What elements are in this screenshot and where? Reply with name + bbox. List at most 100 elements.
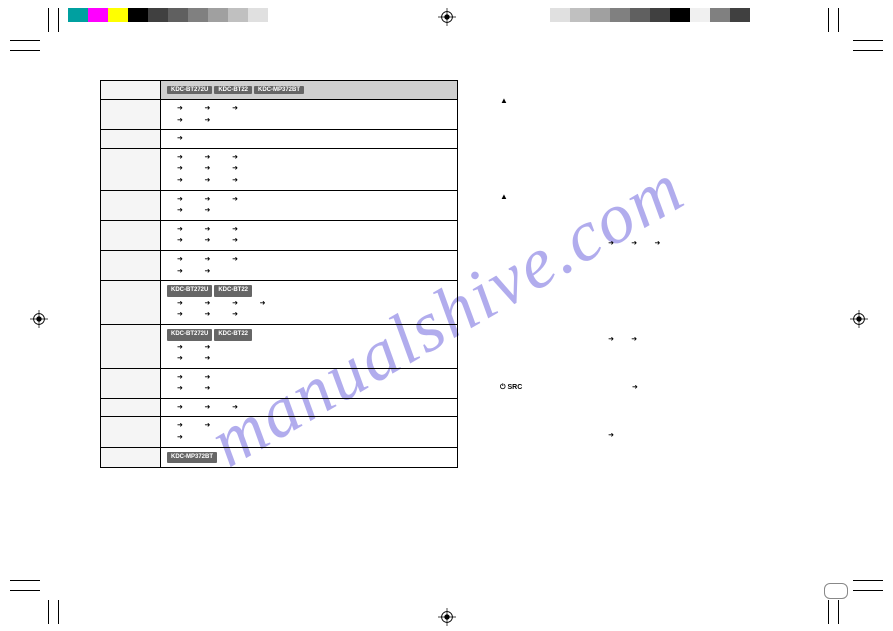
crop-mark bbox=[828, 600, 829, 624]
crop-mark bbox=[10, 40, 40, 41]
row-steps: xx➜xx xx➜xx xx➜xx xx➜xx xx➜xx bbox=[161, 100, 458, 130]
table-row: xx➜xx xx➜xx xx➜xx xx➜xx bbox=[101, 368, 458, 398]
row-label bbox=[101, 100, 161, 130]
arrow-icon: ➜ bbox=[608, 238, 614, 251]
color-swatch bbox=[128, 8, 148, 22]
arrow-icon: ➜ bbox=[232, 298, 238, 309]
note-paragraph: text block content goes here over lines bbox=[500, 142, 790, 178]
row-label bbox=[101, 368, 161, 398]
color-bar-right bbox=[530, 8, 750, 22]
color-swatch bbox=[148, 8, 168, 22]
model-badge: KDC-MP372BT bbox=[254, 86, 304, 94]
warning-icon: ▲ bbox=[500, 190, 508, 204]
color-swatch bbox=[108, 8, 128, 22]
row-label bbox=[101, 281, 161, 325]
warning-icon: ▲ bbox=[500, 94, 508, 108]
arrow-icon: ➜ bbox=[205, 353, 211, 364]
arrow-icon: ➜ bbox=[177, 163, 183, 174]
crop-mark bbox=[58, 8, 59, 32]
arrow-icon: ➜ bbox=[205, 266, 211, 277]
crop-mark bbox=[853, 50, 883, 51]
arrow-icon: ➜ bbox=[232, 309, 238, 320]
color-swatch bbox=[610, 8, 630, 22]
notes-column: ▲text block content goes here over lines… bbox=[490, 90, 790, 478]
settings-table: KDC-BT272UKDC-BT22KDC-MP372BT xx➜xx xx➜x… bbox=[100, 80, 458, 468]
crop-mark bbox=[48, 600, 49, 624]
arrow-icon: ➜ bbox=[232, 103, 238, 114]
row-label bbox=[101, 130, 161, 149]
note-paragraph: text block content goes here over lines … bbox=[500, 430, 790, 466]
arrow-icon: ➜ bbox=[177, 224, 183, 235]
arrow-icon: ➜ bbox=[205, 115, 211, 126]
model-badge: KDC-BT272U bbox=[167, 285, 212, 297]
arrow-icon: ➜ bbox=[205, 103, 211, 114]
arrow-icon: ➜ bbox=[260, 298, 266, 309]
row-steps: KDC-MP372BT bbox=[161, 447, 458, 468]
note-paragraph: text block content goes here over lines bbox=[500, 286, 790, 322]
color-swatch bbox=[168, 8, 188, 22]
crop-mark bbox=[838, 8, 839, 32]
row-steps: xx➜xx xx➜xx xx➜xx bbox=[161, 398, 458, 417]
src-button-label: SRC bbox=[500, 382, 522, 395]
color-swatch bbox=[710, 8, 730, 22]
arrow-icon: ➜ bbox=[177, 342, 183, 353]
arrow-icon: ➜ bbox=[205, 372, 211, 383]
arrow-icon: ➜ bbox=[232, 163, 238, 174]
note-paragraph: text block content goes here over lines … bbox=[500, 334, 790, 370]
arrow-icon: ➜ bbox=[177, 298, 183, 309]
model-badge: KDC-BT22 bbox=[214, 86, 252, 94]
color-swatch bbox=[650, 8, 670, 22]
color-swatch bbox=[68, 8, 88, 22]
arrow-icon: ➜ bbox=[205, 235, 211, 246]
arrow-icon: ➜ bbox=[205, 152, 211, 163]
color-swatch bbox=[88, 8, 108, 22]
table-row: xx➜xx xx➜xx xx➜xx bbox=[101, 417, 458, 447]
arrow-icon: ➜ bbox=[232, 235, 238, 246]
table-row: xx➜xx bbox=[101, 130, 458, 149]
row-label bbox=[101, 398, 161, 417]
crop-mark bbox=[853, 580, 883, 581]
color-bar-left bbox=[68, 8, 288, 22]
row-steps: xx➜xx bbox=[161, 130, 458, 149]
note-paragraph: text block content goes here over lines … bbox=[500, 238, 790, 274]
table-row: KDC-MP372BT bbox=[101, 447, 458, 468]
crop-mark bbox=[828, 8, 829, 32]
model-badge: KDC-BT22 bbox=[214, 285, 252, 297]
crop-mark bbox=[853, 590, 883, 591]
table-header-models: KDC-BT272UKDC-BT22KDC-MP372BT bbox=[161, 81, 458, 100]
arrow-icon: ➜ bbox=[205, 309, 211, 320]
arrow-icon: ➜ bbox=[177, 383, 183, 394]
arrow-icon: ➜ bbox=[205, 420, 211, 431]
arrow-icon: ➜ bbox=[655, 238, 661, 251]
table-row: KDC-BT272UKDC-BT22xx➜xx xx➜xx xx➜xx xx➜x… bbox=[101, 281, 458, 325]
table-row: xx➜xx xx➜xx xx➜xx xx➜xx xx➜xx xx➜xx bbox=[101, 220, 458, 250]
table-row: xx➜xx xx➜xx xx➜xx xx➜xx xx➜xx bbox=[101, 250, 458, 280]
registration-mark bbox=[30, 310, 48, 328]
registration-mark bbox=[438, 608, 456, 626]
table-row: xx➜xx xx➜xx xx➜xx xx➜xx xx➜xx xx➜xx xx➜x… bbox=[101, 148, 458, 190]
arrow-icon: ➜ bbox=[232, 194, 238, 205]
arrow-icon: ➜ bbox=[177, 266, 183, 277]
row-steps: xx➜xx xx➜xx xx➜xx xx➜xx xx➜xx bbox=[161, 250, 458, 280]
table-row: KDC-BT272UKDC-BT22xx➜xx xx➜xx xx➜xx xx➜x… bbox=[101, 324, 458, 368]
arrow-icon: ➜ bbox=[205, 205, 211, 216]
arrow-icon: ➜ bbox=[177, 235, 183, 246]
arrow-icon: ➜ bbox=[205, 298, 211, 309]
row-label bbox=[101, 250, 161, 280]
arrow-icon: ➜ bbox=[232, 254, 238, 265]
arrow-icon: ➜ bbox=[205, 402, 211, 413]
row-steps: KDC-BT272UKDC-BT22xx➜xx xx➜xx xx➜xx xx➜x… bbox=[161, 281, 458, 325]
row-label bbox=[101, 148, 161, 190]
note-paragraph: ▲text block content goes here over lines bbox=[500, 94, 790, 130]
row-label bbox=[101, 324, 161, 368]
row-label bbox=[101, 190, 161, 220]
color-swatch bbox=[550, 8, 570, 22]
arrow-icon: ➜ bbox=[177, 133, 183, 144]
arrow-icon: ➜ bbox=[232, 224, 238, 235]
arrow-icon: ➜ bbox=[205, 342, 211, 353]
arrow-icon: ➜ bbox=[177, 402, 183, 413]
row-label bbox=[101, 417, 161, 447]
row-steps: xx➜xx xx➜xx xx➜xx xx➜xx xx➜xx xx➜xx bbox=[161, 220, 458, 250]
color-swatch bbox=[228, 8, 248, 22]
arrow-icon: ➜ bbox=[177, 205, 183, 216]
